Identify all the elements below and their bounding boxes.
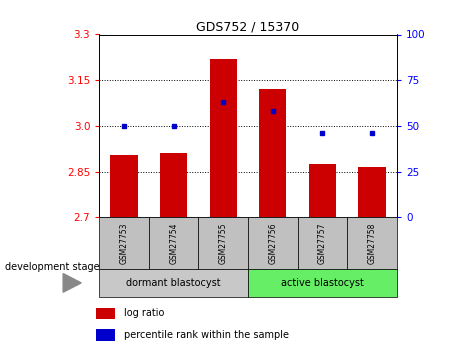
Bar: [210, 59, 237, 217]
Text: GSM27755: GSM27755: [219, 223, 228, 264]
Bar: [198, 217, 248, 269]
Bar: [99, 269, 248, 297]
Text: dormant blastocyst: dormant blastocyst: [126, 278, 221, 288]
Bar: [97, 329, 115, 341]
Bar: [97, 308, 115, 319]
Text: development stage: development stage: [5, 263, 99, 272]
Text: GSM27753: GSM27753: [120, 223, 129, 264]
Text: GSM27754: GSM27754: [169, 223, 178, 264]
Bar: [259, 89, 286, 217]
Bar: [347, 217, 397, 269]
Text: GSM27758: GSM27758: [368, 223, 377, 264]
Polygon shape: [63, 274, 81, 292]
Text: GSM27756: GSM27756: [268, 223, 277, 264]
Text: GSM27757: GSM27757: [318, 223, 327, 264]
Bar: [248, 269, 397, 297]
Text: active blastocyst: active blastocyst: [281, 278, 364, 288]
Bar: [110, 155, 138, 217]
Bar: [149, 217, 198, 269]
Text: percentile rank within the sample: percentile rank within the sample: [124, 330, 289, 340]
Bar: [248, 217, 298, 269]
Bar: [160, 153, 187, 217]
Bar: [309, 164, 336, 217]
Text: log ratio: log ratio: [124, 308, 164, 318]
Title: GDS752 / 15370: GDS752 / 15370: [197, 20, 299, 33]
Bar: [99, 217, 149, 269]
Bar: [359, 167, 386, 217]
Bar: [298, 217, 347, 269]
